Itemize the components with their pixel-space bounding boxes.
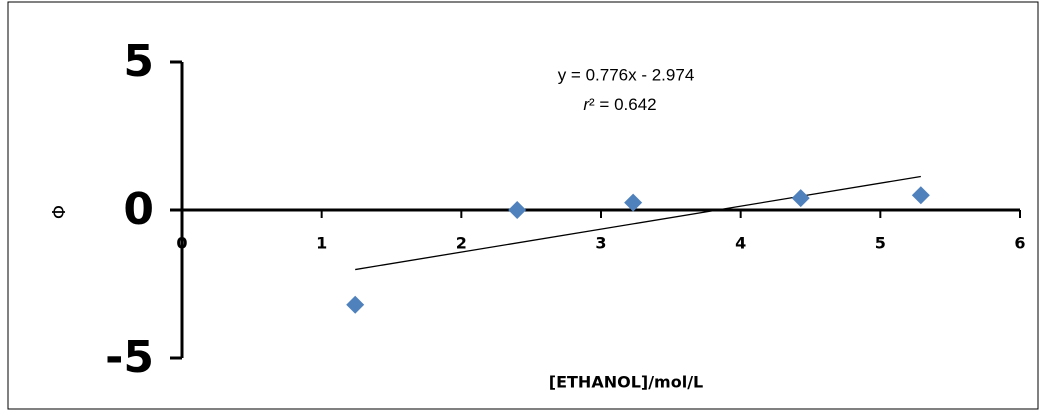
y-axis-label: Φ bbox=[49, 205, 70, 219]
trendline-equation: y = 0.776x - 2.974 bbox=[558, 65, 695, 84]
data-point bbox=[624, 193, 643, 212]
trendline bbox=[355, 175, 921, 271]
r-squared-value: ² = 0.642 bbox=[589, 95, 657, 114]
y-tick-label: 5 bbox=[123, 36, 154, 87]
data-point bbox=[911, 186, 930, 205]
data-point bbox=[508, 201, 527, 219]
x-tick-label: 4 bbox=[735, 234, 746, 253]
x-tick-label: 2 bbox=[456, 234, 467, 253]
data-point bbox=[346, 295, 365, 314]
x-tick-label: 1 bbox=[316, 234, 327, 253]
chart-border bbox=[7, 1, 1039, 410]
x-axis-label: [ETHANOL]/mol/L bbox=[549, 373, 703, 392]
y-tick-label: -5 bbox=[105, 332, 154, 383]
x-tick-label: 6 bbox=[1014, 234, 1025, 253]
r-squared: r² = 0.642 bbox=[583, 95, 656, 114]
y-tick-label: 0 bbox=[123, 184, 154, 235]
data-point bbox=[791, 189, 810, 208]
x-tick-label: 3 bbox=[595, 234, 606, 253]
r-symbol: r bbox=[583, 95, 590, 114]
x-tick-label: 5 bbox=[875, 234, 886, 253]
x-tick-label: 0 bbox=[176, 234, 187, 253]
